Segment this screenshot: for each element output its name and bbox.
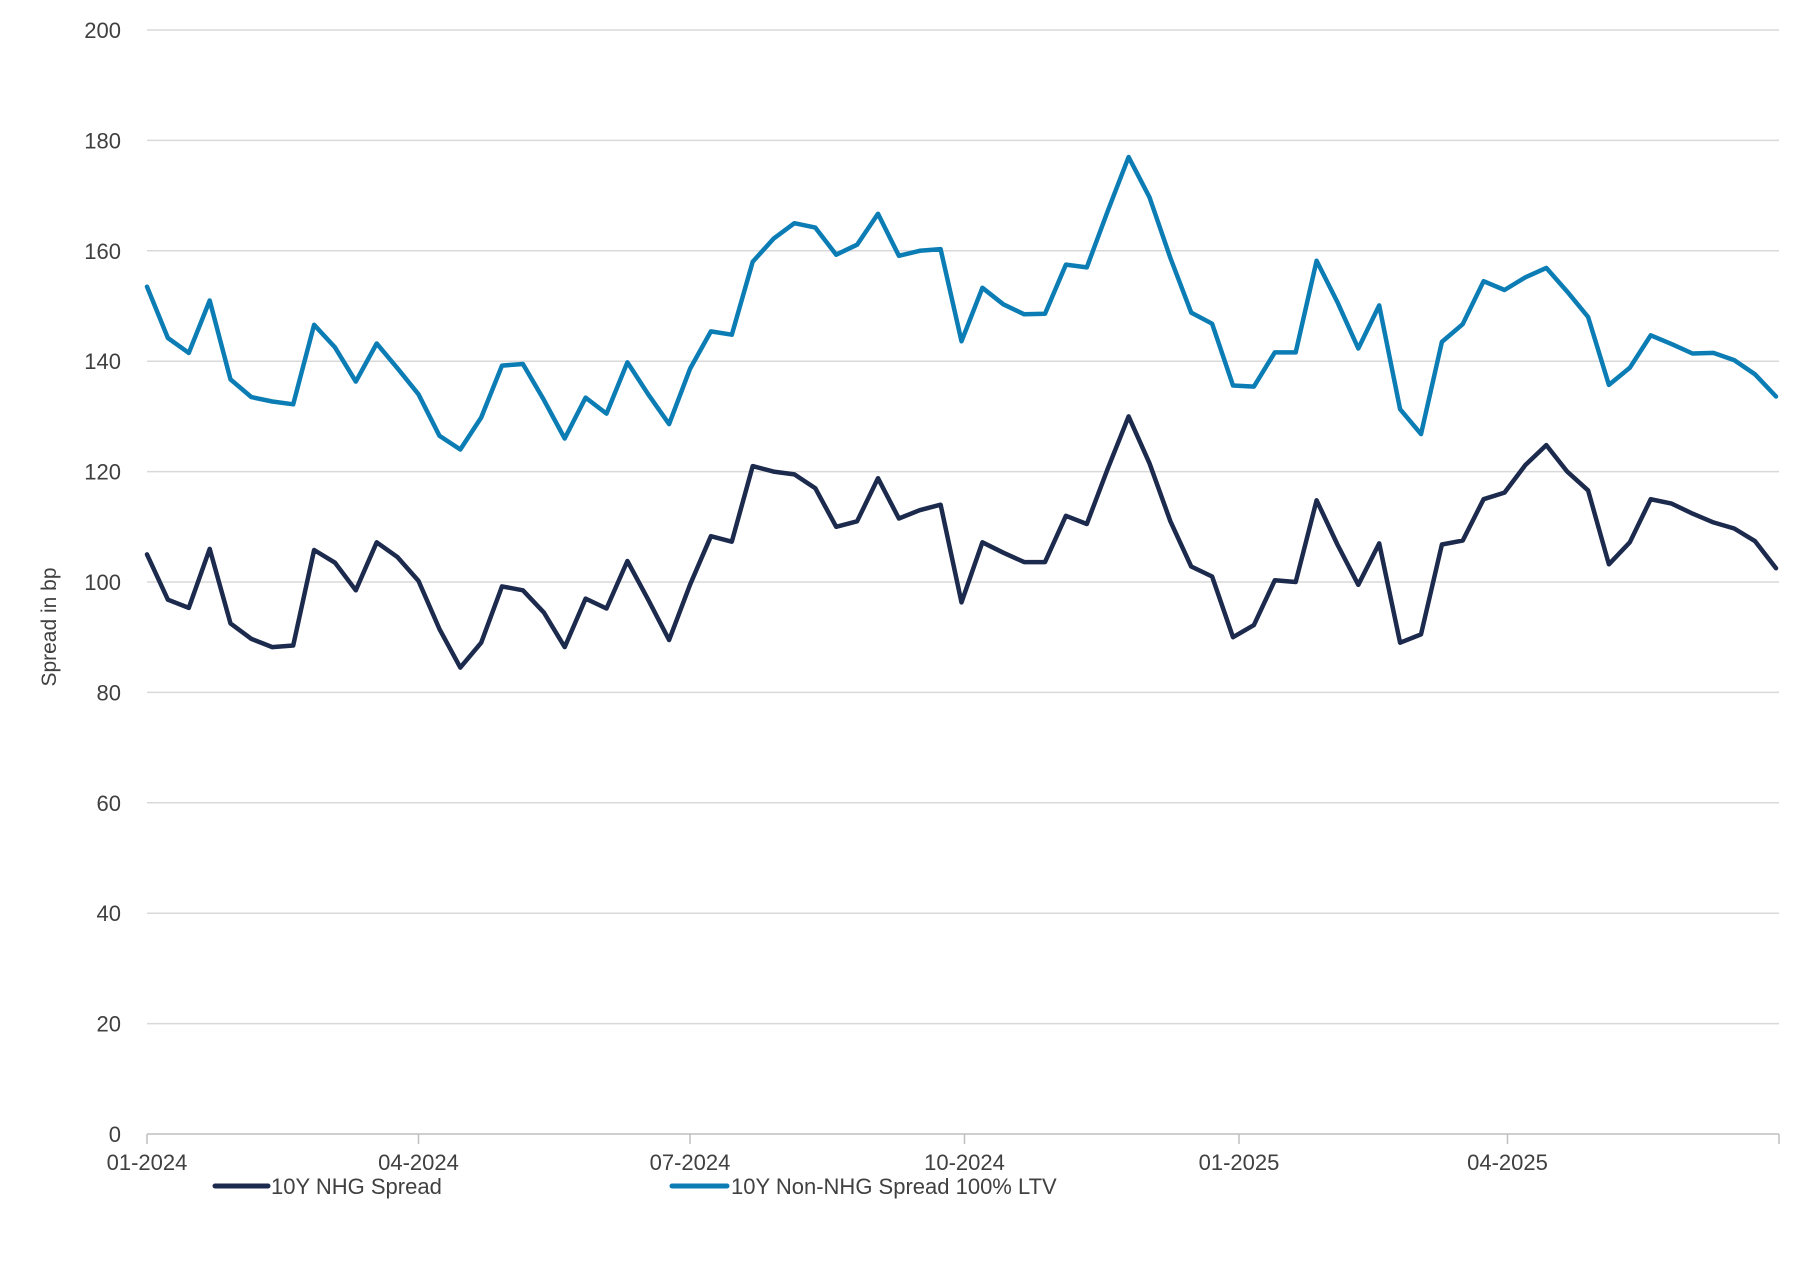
y-tick-label: 140 bbox=[84, 349, 121, 374]
y-tick-label: 200 bbox=[84, 18, 121, 43]
gridlines bbox=[147, 29, 1779, 1025]
y-tick-label: 0 bbox=[109, 1122, 121, 1147]
y-tick-label: 120 bbox=[84, 460, 121, 485]
x-tick-label: 07-2024 bbox=[650, 1150, 731, 1175]
y-axis-title: Spread in bp bbox=[38, 567, 61, 686]
x-tick-label: 01-2025 bbox=[1199, 1150, 1280, 1175]
y-tick-label: 180 bbox=[84, 128, 121, 153]
y-tick-label: 80 bbox=[97, 680, 121, 705]
y-tick-label: 20 bbox=[97, 1012, 121, 1037]
series-line-1 bbox=[144, 414, 1779, 670]
y-tick-label: 60 bbox=[97, 791, 121, 816]
axes: 0 20 40 60 80 100 120 140 160 180 200 01-2024 04-202… bbox=[84, 18, 1780, 1175]
series-line-2 bbox=[144, 154, 1779, 452]
series-lines bbox=[144, 154, 1779, 670]
legend: 10Y NHG Spread 10Y Non-NHG Spread 100% LT… bbox=[212, 1174, 1057, 1199]
y-tick-label: 40 bbox=[97, 901, 121, 926]
legend-label-1: 10Y NHG Spread bbox=[271, 1174, 442, 1199]
x-tick-label: 10-2024 bbox=[924, 1150, 1005, 1175]
legend-label-2: 10Y Non-NHG Spread 100% LTV bbox=[731, 1174, 1057, 1199]
x-tick-label: 04-2024 bbox=[378, 1150, 459, 1175]
x-tick-label: 04-2025 bbox=[1467, 1150, 1548, 1175]
y-tick-label: 160 bbox=[84, 239, 121, 264]
x-tick-label: 01-2024 bbox=[107, 1150, 188, 1175]
y-tick-label: 100 bbox=[84, 570, 121, 595]
